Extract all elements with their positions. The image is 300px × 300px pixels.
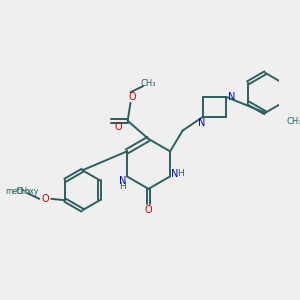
- Text: N: N: [228, 92, 236, 102]
- Text: CH₃: CH₃: [286, 117, 300, 126]
- Text: O: O: [128, 92, 136, 102]
- Text: H: H: [177, 169, 184, 178]
- Text: O: O: [41, 194, 49, 204]
- Text: N: N: [119, 176, 126, 185]
- Text: N: N: [171, 169, 178, 178]
- Text: methoxy: methoxy: [5, 187, 39, 196]
- Text: CH₃: CH₃: [140, 79, 156, 88]
- Text: CH₃: CH₃: [15, 187, 31, 196]
- Text: N: N: [198, 118, 206, 128]
- Text: O: O: [145, 205, 152, 215]
- Text: H: H: [119, 182, 126, 191]
- Text: O: O: [114, 122, 122, 132]
